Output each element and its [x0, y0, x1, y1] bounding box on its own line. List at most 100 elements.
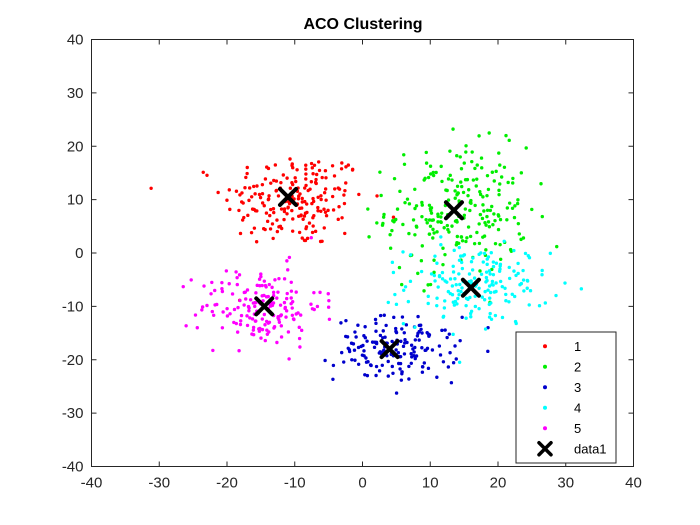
data-point-series-2 — [451, 127, 455, 131]
data-point-series-4 — [394, 302, 399, 307]
data-point-series-2 — [478, 190, 482, 194]
data-point-series-5 — [253, 319, 258, 323]
data-point-series-1 — [304, 163, 308, 167]
data-point-series-5 — [299, 313, 303, 317]
data-point-series-4 — [437, 274, 442, 279]
data-point-series-2 — [432, 258, 436, 262]
data-point-series-4 — [448, 291, 453, 296]
data-point-series-2 — [407, 202, 412, 206]
data-point-series-1 — [252, 207, 256, 212]
legend-marker — [543, 385, 547, 390]
data-point-series-2 — [445, 223, 450, 228]
x-tick-label: -20 — [216, 475, 238, 492]
data-point-series-5 — [184, 324, 188, 328]
x-tick-label: -30 — [148, 475, 170, 492]
data-point-series-5 — [254, 291, 258, 295]
data-point-series-5 — [312, 307, 316, 312]
data-point-series-2 — [491, 223, 495, 227]
data-point-series-3 — [353, 358, 357, 362]
data-point-series-4 — [469, 279, 473, 283]
data-point-series-4 — [510, 292, 514, 297]
data-point-series-2 — [416, 271, 420, 276]
legend-label: 4 — [574, 400, 581, 415]
data-point-series-1 — [201, 170, 205, 175]
data-point-series-3 — [323, 358, 327, 363]
data-point-series-2 — [490, 170, 495, 174]
data-point-series-2 — [446, 227, 450, 232]
data-point-series-2 — [459, 167, 464, 171]
data-point-series-4 — [483, 289, 487, 294]
data-point-series-2 — [492, 212, 496, 216]
data-point-series-2 — [464, 144, 468, 148]
data-point-series-2 — [439, 164, 443, 169]
data-point-series-3 — [400, 370, 404, 374]
data-point-series-5 — [237, 348, 241, 353]
data-point-series-4 — [457, 292, 461, 297]
data-point-series-2 — [440, 211, 444, 215]
data-point-series-2 — [473, 166, 477, 171]
data-point-series-1 — [319, 194, 323, 198]
data-point-series-4 — [469, 260, 474, 264]
data-point-series-3 — [356, 323, 360, 327]
data-point-series-3 — [346, 346, 350, 350]
legend-entry: 5 — [543, 421, 581, 436]
data-point-series-1 — [249, 195, 254, 199]
data-point-series-1 — [336, 217, 340, 222]
data-point-series-1 — [305, 236, 310, 241]
data-point-series-2 — [455, 234, 460, 239]
data-point-series-5 — [263, 323, 267, 327]
data-point-series-2 — [405, 197, 410, 201]
data-point-series-5 — [228, 312, 232, 316]
data-point-series-3 — [398, 367, 402, 371]
data-point-series-2 — [431, 170, 435, 175]
data-point-series-4 — [468, 295, 472, 300]
legend-label: data1 — [574, 441, 607, 456]
data-point-series-5 — [238, 298, 242, 303]
data-point-series-4 — [453, 277, 457, 281]
data-point-series-3 — [365, 373, 370, 378]
data-point-series-5 — [220, 289, 225, 294]
data-point-series-4 — [488, 296, 492, 300]
data-point-series-2 — [382, 212, 386, 217]
data-point-series-2 — [462, 161, 466, 165]
data-point-series-5 — [251, 328, 256, 332]
data-point-series-4 — [413, 325, 417, 329]
data-point-series-3 — [413, 356, 417, 361]
data-point-series-4 — [464, 303, 468, 308]
data-point-series-2 — [477, 134, 481, 138]
data-point-series-1 — [326, 208, 330, 213]
data-point-series-2 — [482, 209, 486, 213]
data-point-series-1 — [311, 172, 315, 176]
data-point-series-4 — [563, 281, 567, 285]
data-point-series-5 — [253, 300, 257, 305]
data-point-series-3 — [351, 342, 356, 346]
data-point-series-3 — [398, 354, 403, 359]
data-point-series-3 — [419, 327, 423, 331]
data-point-series-1 — [319, 197, 323, 202]
data-point-series-2 — [400, 282, 404, 287]
data-point-series-4 — [456, 289, 460, 293]
data-point-series-4 — [467, 272, 472, 276]
data-point-series-1 — [313, 229, 318, 234]
data-point-series-1 — [309, 161, 314, 166]
data-point-series-1 — [244, 175, 248, 180]
data-point-series-1 — [323, 187, 328, 191]
data-point-series-4 — [460, 266, 465, 271]
data-point-series-5 — [205, 303, 209, 308]
data-point-series-2 — [431, 236, 435, 240]
data-point-series-2 — [505, 206, 510, 210]
data-point-series-1 — [246, 213, 250, 218]
data-point-series-1 — [297, 230, 302, 235]
legend-label: 5 — [574, 421, 581, 436]
data-point-series-3 — [416, 314, 420, 319]
data-point-series-2 — [485, 193, 489, 198]
data-point-series-2 — [443, 252, 447, 257]
data-point-series-2 — [459, 180, 463, 184]
data-point-series-1 — [301, 217, 305, 221]
data-point-series-2 — [493, 241, 498, 246]
data-point-series-2 — [459, 235, 464, 239]
data-point-series-1 — [332, 174, 337, 178]
data-point-series-2 — [395, 207, 400, 211]
data-point-series-2 — [477, 241, 482, 246]
data-point-series-5 — [227, 282, 231, 286]
